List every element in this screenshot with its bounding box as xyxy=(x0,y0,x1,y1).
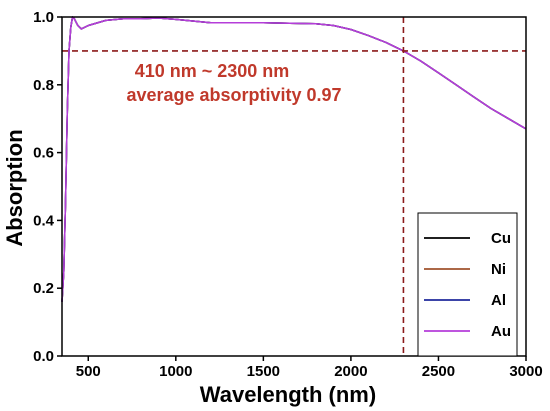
series-line-au xyxy=(61,16,527,302)
reference-lines xyxy=(62,17,526,356)
x-tick-label: 1500 xyxy=(247,363,280,380)
x-tick-label: 2000 xyxy=(334,363,367,380)
y-tick-label: 1.0 xyxy=(33,9,54,26)
annotation-range: 410 nm ~ 2300 nm xyxy=(135,61,290,81)
series-layer xyxy=(61,16,527,302)
legend-label-cu: Cu xyxy=(491,230,511,247)
y-tick-label: 0.4 xyxy=(33,212,55,229)
legend-label-ni: Ni xyxy=(491,261,506,278)
legend-box xyxy=(417,212,518,357)
x-axis-title: Wavelength (nm) xyxy=(200,382,376,407)
legend-label-al: Al xyxy=(491,292,506,309)
x-tick-label: 3000 xyxy=(509,363,542,380)
x-tick-label: 500 xyxy=(76,363,101,380)
y-axis-title: Absorption xyxy=(2,129,27,246)
x-tick-label: 2500 xyxy=(422,363,455,380)
annotation-average: average absorptivity 0.97 xyxy=(126,85,341,105)
legend: Cu Ni Al Au xyxy=(417,212,518,357)
axis-ticks: 500 1000 1500 2000 2500 3000 0.0 0.2 0.4 0.6 0.8 1.… xyxy=(33,9,543,380)
y-tick-label: 0.8 xyxy=(33,77,54,94)
x-tick-label: 1000 xyxy=(159,363,192,380)
plot-frame xyxy=(61,16,527,357)
annotation: 410 nm ~ 2300 nm average absorptivity 0.… xyxy=(126,61,341,105)
y-tick-label: 0.6 xyxy=(33,145,54,162)
y-tick-label: 0.2 xyxy=(33,280,54,297)
legend-label-au: Au xyxy=(491,323,511,340)
y-tick-label: 0.0 xyxy=(33,348,54,365)
